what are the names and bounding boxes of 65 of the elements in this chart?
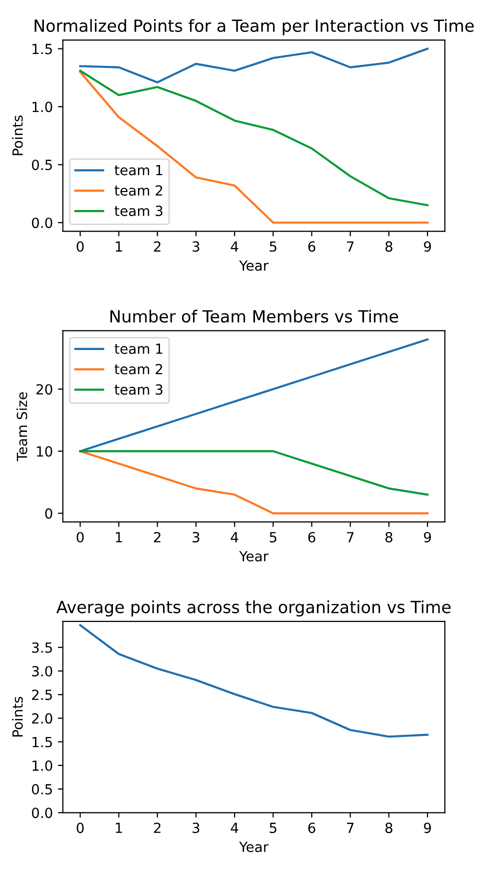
x-tick-label: 9 xyxy=(424,241,431,252)
x-axis-title: Year xyxy=(239,260,269,271)
y-tick-label: 2.5 xyxy=(32,690,52,700)
x-tick-label: 2 xyxy=(154,532,160,542)
y-tick-label: 0.5 xyxy=(32,784,52,795)
y-tick-label: 1.0 xyxy=(32,102,52,112)
line-series xyxy=(79,624,429,738)
x-tick-label: 4 xyxy=(230,241,238,252)
y-tick-label: 20 xyxy=(36,384,52,395)
y-tick-label: 0.5 xyxy=(32,160,52,170)
line-series xyxy=(79,450,429,496)
x-tick-label: 6 xyxy=(308,822,316,834)
y-tick-label: 2.0 xyxy=(32,713,52,724)
x-tick-label: 3 xyxy=(192,822,200,834)
x-tick-label: 8 xyxy=(385,241,392,252)
x-tick-label: 0 xyxy=(76,822,84,834)
x-tick-label: 5 xyxy=(270,822,276,834)
y-tick-label: 0.0 xyxy=(32,808,52,818)
x-tick-label: 6 xyxy=(308,532,316,542)
x-tick-label: 4 xyxy=(230,822,238,833)
x-axis-title: Year xyxy=(239,842,269,852)
x-axis-title: Year xyxy=(239,551,269,562)
x-tick-label: 5 xyxy=(270,241,276,252)
y-tick-label: 0.0 xyxy=(32,218,52,228)
legend-label: team 3 xyxy=(114,384,162,395)
chart-title: Average points across the organization vs Time xyxy=(56,600,451,617)
y-tick-label: 1.5 xyxy=(32,736,52,748)
x-tick-label: 1 xyxy=(116,532,122,542)
x-tick-label: 8 xyxy=(385,532,392,542)
y-tick-label: 3.0 xyxy=(32,666,52,676)
y-axis-title: Points xyxy=(12,116,23,156)
legend-label: team 1 xyxy=(114,344,162,354)
line-series xyxy=(79,338,429,452)
legend-label: team 2 xyxy=(114,364,162,374)
legend-label: team 3 xyxy=(114,206,162,216)
x-tick-label: 9 xyxy=(424,532,431,542)
x-tick-label: 4 xyxy=(230,532,238,542)
y-tick-label: 0 xyxy=(45,508,52,519)
x-tick-label: 2 xyxy=(154,822,160,833)
chart-title: Number of Team Members vs Time xyxy=(110,310,398,323)
x-tick-label: 8 xyxy=(385,822,392,834)
y-axis-title: Team Size xyxy=(16,392,28,462)
x-tick-label: 1 xyxy=(116,822,122,833)
x-tick-label: 0 xyxy=(76,241,84,252)
x-tick-label: 0 xyxy=(76,532,84,542)
x-tick-label: 7 xyxy=(347,241,354,252)
x-tick-label: 7 xyxy=(347,822,354,833)
x-tick-label: 9 xyxy=(424,822,431,834)
x-tick-label: 6 xyxy=(308,241,316,252)
x-tick-label: 7 xyxy=(347,532,354,542)
y-tick-label: 10 xyxy=(36,446,52,457)
legend-label: team 1 xyxy=(114,165,162,176)
x-tick-label: 2 xyxy=(154,241,160,252)
y-tick-label: 3.5 xyxy=(32,642,52,653)
y-tick-label: 1.5 xyxy=(32,44,52,54)
x-tick-label: 5 xyxy=(270,532,276,542)
x-tick-label: 3 xyxy=(192,241,200,252)
x-tick-label: 3 xyxy=(192,532,200,542)
y-tick-label: 1.0 xyxy=(32,760,52,771)
legend-label: team 2 xyxy=(114,185,162,196)
line-series xyxy=(79,48,429,84)
chart-title: Normalized Points for a Team per Interaction vs Time xyxy=(34,19,474,36)
line-series xyxy=(79,450,429,514)
x-tick-label: 1 xyxy=(116,241,122,252)
y-axis-title: Points xyxy=(12,696,23,737)
